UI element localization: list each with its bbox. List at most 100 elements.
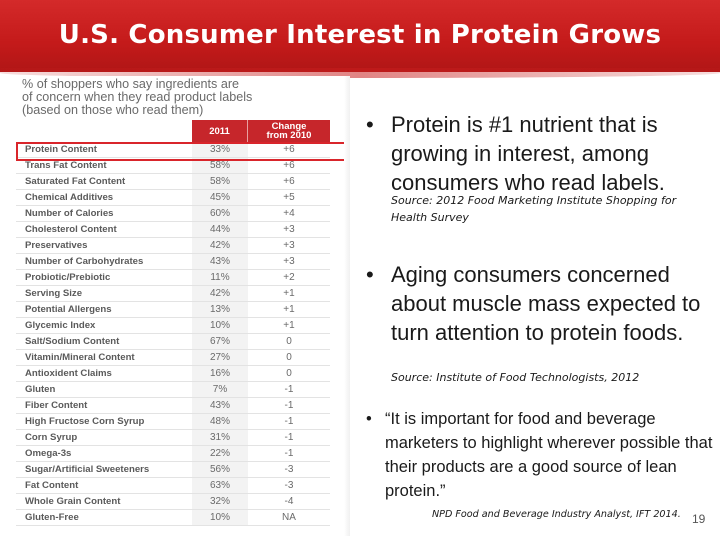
row-change-value: +4 [283,208,295,219]
row-2011-value: 45% [192,190,248,205]
row-change-value: +3 [283,224,295,235]
row-change-value: +6 [283,160,295,171]
row-ingredient-name: Number of Carbohydrates [25,256,144,267]
bullet-marker: • [366,112,374,137]
row-ingredient-name: Glycemic Index [25,320,96,331]
row-2011-value: 33% [192,142,248,157]
row-change-value: +2 [283,272,295,283]
row-ingredient-name: Saturated Fat Content [25,176,126,187]
table-grid: 2011 Change from 2010 Protein Content 33% +… [16,120,350,526]
table-row: Antioxident Claims 16% 0 [16,366,330,382]
row-2011-value: 43% [192,254,248,269]
row-2011-value: 43% [192,398,248,413]
title-bar: U.S. Consumer Interest in Protein Grows [0,0,720,78]
table-row: Cholesterol Content 44% +3 [16,222,330,238]
row-ingredient-name: Preservatives [25,240,88,251]
table-row: Fat Content 63% -3 [16,478,330,494]
source-npd: NPD Food and Beverage Industry Analyst, … [432,509,681,520]
row-change-value: -1 [284,384,294,395]
table-row: Trans Fat Content 58% +6 [16,158,330,174]
row-2011-value: 16% [192,366,248,381]
caption-line: (based on those who read them) [22,103,204,117]
row-change-value: +6 [283,176,295,187]
table-row: Salt/Sodium Content 67% 0 [16,334,330,350]
bullet-quote: • “It is important for food and beverage… [366,407,720,503]
table-row: Saturated Fat Content 58% +6 [16,174,330,190]
table-row: Vitamin/Mineral Content 27% 0 [16,350,330,366]
row-2011-value: 31% [192,430,248,445]
row-ingredient-name: Fat Content [25,480,79,491]
table-row: Potential Allergens 13% +1 [16,302,330,318]
row-ingredient-name: Protein Content [25,144,97,155]
table-row: Fiber Content 43% -1 [16,398,330,414]
row-2011-value: 67% [192,334,248,349]
table-body: Protein Content 33% +6 Trans Fat Content 58%… [16,142,350,526]
row-ingredient-name: Gluten-Free [25,512,79,523]
bullet-aging-consumers: • Aging consumers concerned about muscle… [366,260,711,347]
row-2011-value: 56% [192,462,248,477]
source-ift: Source: Institute of Food Technologists,… [391,371,640,384]
table-row: Gluten 7% -1 [16,382,330,398]
bullet-text: “It is important for food and beverage m… [385,410,713,500]
row-2011-value: 63% [192,478,248,493]
table-row: Protein Content 33% +6 [16,142,330,158]
row-ingredient-name: Omega-3s [25,448,72,459]
row-ingredient-name: Potential Allergens [25,304,112,315]
header-change-line1: Change [271,121,307,132]
row-ingredient-name: Number of Calories [25,208,114,219]
header-change-line2: from 2010 [266,130,312,141]
header-change-text: Change from 2010 [266,121,312,141]
row-ingredient-name: Antioxident Claims [25,368,112,379]
bullet-protein-interest: • Protein is #1 nutrient that is growing… [366,110,711,197]
row-2011-value: 10% [192,510,248,525]
highlight-protein-row [16,142,350,161]
row-ingredient-name: Chemical Additives [25,192,114,203]
row-change-value: 0 [286,352,292,363]
header-change: Change from 2010 [248,120,330,142]
row-change-value: -3 [284,464,294,475]
row-ingredient-name: Vitamin/Mineral Content [25,352,135,363]
row-change-value: 0 [286,336,292,347]
bullet-text: Protein is #1 nutrient that is growing i… [391,112,665,195]
row-ingredient-name: Cholesterol Content [25,224,117,235]
row-2011-value: 11% [192,270,248,285]
table-row: High Fructose Corn Syrup 48% -1 [16,414,330,430]
row-ingredient-name: Probiotic/Prebiotic [25,272,111,283]
table-row: Number of Calories 60% +4 [16,206,330,222]
bullet-text: Aging consumers concerned about muscle m… [391,262,701,345]
row-ingredient-name: Serving Size [25,288,83,299]
row-change-value: -1 [284,432,294,443]
row-2011-value: 44% [192,222,248,237]
row-2011-value: 58% [192,174,248,189]
page-number: 19 [692,512,706,526]
row-2011-value: 48% [192,414,248,429]
row-change-value: +1 [283,320,295,331]
table-row: Chemical Additives 45% +5 [16,190,330,206]
bullet-marker: • [366,262,374,287]
table-row: Serving Size 42% +1 [16,286,330,302]
row-2011-value: 60% [192,206,248,221]
row-ingredient-name: Fiber Content [25,400,88,411]
row-change-value: NA [282,512,296,523]
row-change-value: +1 [283,288,295,299]
table-header: 2011 Change from 2010 [192,120,330,142]
row-ingredient-name: High Fructose Corn Syrup [25,416,145,427]
row-ingredient-name: Sugar/Artificial Sweeteners [25,464,150,475]
row-ingredient-name: Gluten [25,384,56,395]
ingredient-concern-table: % of shoppers who say ingredients are of… [16,76,350,536]
table-row: Gluten-Free 10% NA [16,510,330,526]
row-2011-value: 42% [192,286,248,301]
row-change-value: -3 [284,480,294,491]
slide-title: U.S. Consumer Interest in Protein Grows [58,20,662,50]
table-row: Preservatives 42% +3 [16,238,330,254]
row-2011-value: 42% [192,238,248,253]
row-2011-value: 7% [192,382,248,397]
caption-line: of concern when they read product labels [22,90,253,104]
row-change-value: -4 [284,496,294,507]
row-change-value: +3 [283,240,295,251]
row-2011-value: 22% [192,446,248,461]
row-2011-value: 58% [192,158,248,173]
row-ingredient-name: Corn Syrup [25,432,78,443]
table-row: Probiotic/Prebiotic 11% +2 [16,270,330,286]
row-2011-value: 10% [192,318,248,333]
